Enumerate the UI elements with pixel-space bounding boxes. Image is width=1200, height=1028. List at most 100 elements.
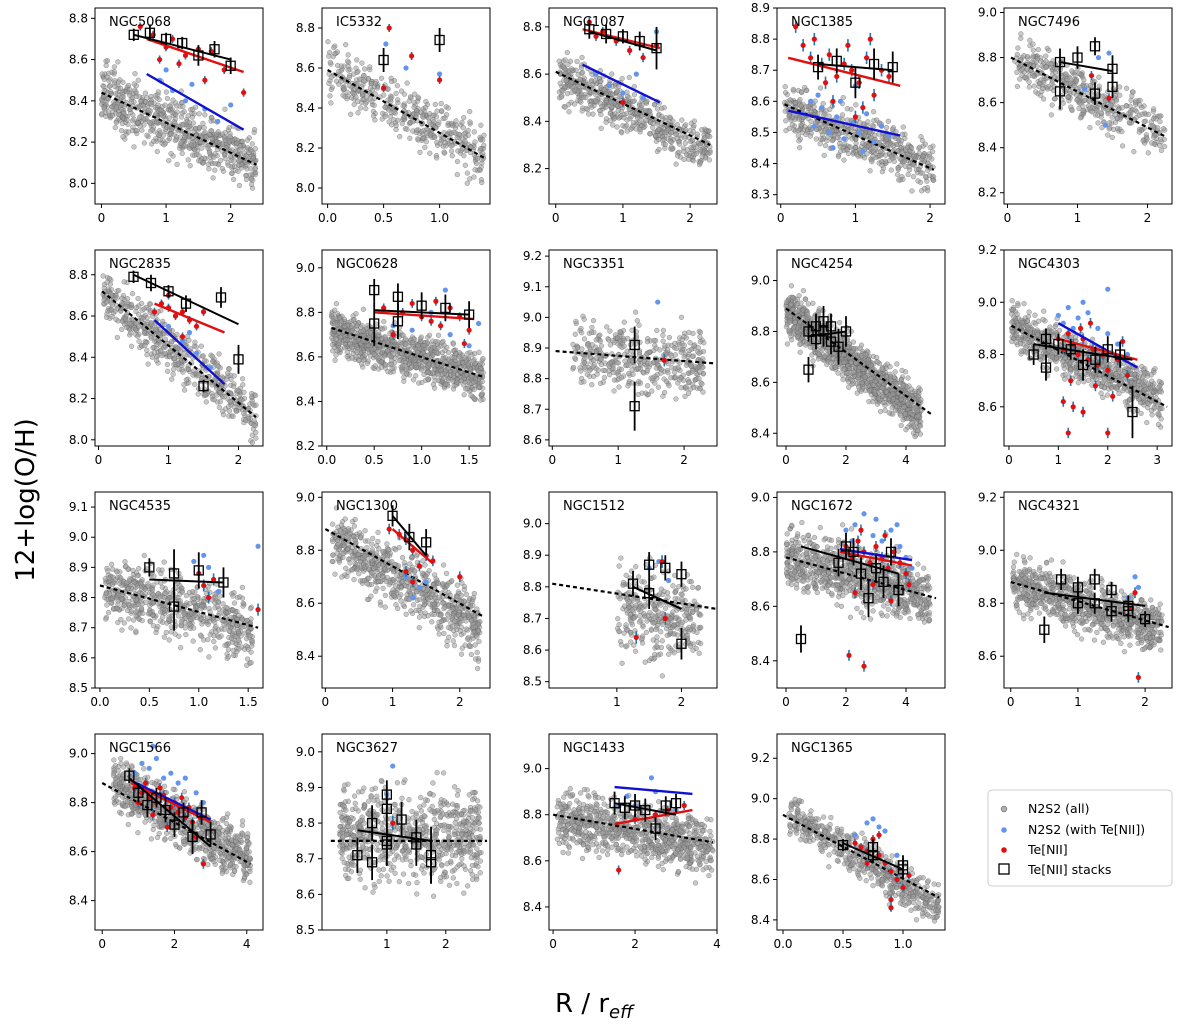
cloud-point: [573, 318, 579, 325]
with-te-point: [606, 83, 613, 89]
cloud-point: [133, 93, 139, 99]
cloud-point: [661, 105, 667, 111]
cloud-point: [640, 370, 647, 376]
cloud-point: [415, 136, 421, 142]
cloud-point: [442, 115, 448, 121]
cloud-point: [157, 137, 163, 143]
cloud-point: [413, 364, 419, 371]
cloud-point: [624, 362, 630, 368]
stack-marker: [128, 29, 139, 40]
cloud-point: [825, 134, 831, 140]
with-te-point: [189, 81, 195, 87]
with-te-point: [811, 123, 817, 129]
cloud-point: [461, 153, 467, 159]
cloud-point: [231, 383, 237, 390]
cloud-point: [103, 299, 110, 305]
cloud-point: [678, 349, 684, 355]
cloud-point: [359, 60, 365, 66]
cloud-point: [202, 129, 208, 136]
cloud-point: [343, 337, 349, 343]
cloud-point: [174, 161, 180, 168]
cloud-point: [568, 66, 575, 72]
cloud-point: [153, 119, 160, 126]
cloud-point: [367, 330, 374, 336]
te-point: [381, 305, 387, 311]
te-point: [381, 85, 387, 91]
cloud-point: [407, 135, 413, 141]
cloud-point: [222, 106, 228, 112]
cloud-point: [644, 339, 651, 345]
cloud-point: [853, 140, 859, 147]
cloud-point: [99, 111, 105, 117]
cloud-point: [891, 158, 897, 165]
stack-marker: [369, 318, 380, 329]
cloud-point: [104, 279, 110, 286]
cloud-point: [140, 316, 146, 322]
y-tick-label: 8.4: [978, 141, 997, 155]
stack-marker: [369, 284, 380, 296]
y-tick-label: 8.2: [69, 392, 88, 406]
plot-area: [555, 299, 714, 431]
plot-area: [781, 20, 937, 194]
cloud-point: [185, 366, 192, 372]
cloud-point: [479, 179, 485, 186]
cloud-point: [219, 141, 226, 147]
y-tick-label: 9.2: [523, 249, 542, 263]
cloud-points: [98, 58, 259, 191]
cloud-point: [666, 383, 672, 389]
cloud-point: [348, 111, 354, 117]
panel-frame: [321, 249, 491, 447]
stack-marker: [1054, 86, 1066, 97]
cloud-point: [621, 343, 627, 349]
te-point: [864, 55, 870, 61]
global-fit-line: [100, 91, 258, 166]
cloud-point: [481, 142, 487, 149]
y-tick-label: 9.0: [296, 261, 315, 275]
plot-area: [100, 270, 259, 446]
cloud-point: [593, 92, 599, 98]
te-point: [627, 47, 633, 54]
cloud-point: [587, 346, 594, 353]
cloud-point: [224, 376, 230, 382]
stack-marker: [1089, 88, 1101, 99]
cloud-point: [441, 375, 447, 382]
cloud-point: [168, 338, 175, 345]
cloud-point: [120, 94, 126, 100]
cloud-point: [445, 105, 451, 111]
cloud-point: [685, 390, 692, 396]
cloud-point: [480, 356, 486, 362]
stack-marker: [198, 381, 209, 392]
cloud-point: [782, 89, 789, 96]
te-point: [182, 52, 189, 59]
cloud-point: [230, 413, 236, 419]
cloud-point: [1128, 109, 1134, 116]
cloud-point: [192, 104, 199, 110]
cloud-point: [216, 404, 223, 410]
cloud-point: [839, 112, 846, 118]
cloud-point: [332, 357, 338, 363]
cloud-point: [908, 145, 915, 151]
cloud-point: [422, 144, 428, 151]
cloud-point: [197, 158, 204, 164]
cloud-point: [435, 339, 441, 345]
cloud-point: [697, 334, 703, 340]
te-point: [1106, 95, 1112, 101]
cloud-point: [160, 318, 166, 324]
te-point: [822, 80, 829, 86]
te-point: [620, 99, 626, 106]
cloud-point: [192, 339, 198, 345]
cloud-point: [1155, 125, 1161, 131]
cloud-point: [656, 146, 662, 153]
cloud-point: [357, 105, 364, 111]
cloud-point: [783, 127, 789, 134]
cloud-point: [242, 417, 249, 423]
cloud-point: [471, 386, 477, 393]
cloud-point: [890, 143, 896, 149]
cloud-point: [672, 340, 678, 347]
cloud-point: [572, 331, 578, 337]
cloud-point: [132, 71, 138, 77]
y-tick-label: 8.0: [69, 433, 88, 447]
cloud-point: [1065, 94, 1071, 100]
te-point: [661, 357, 667, 363]
